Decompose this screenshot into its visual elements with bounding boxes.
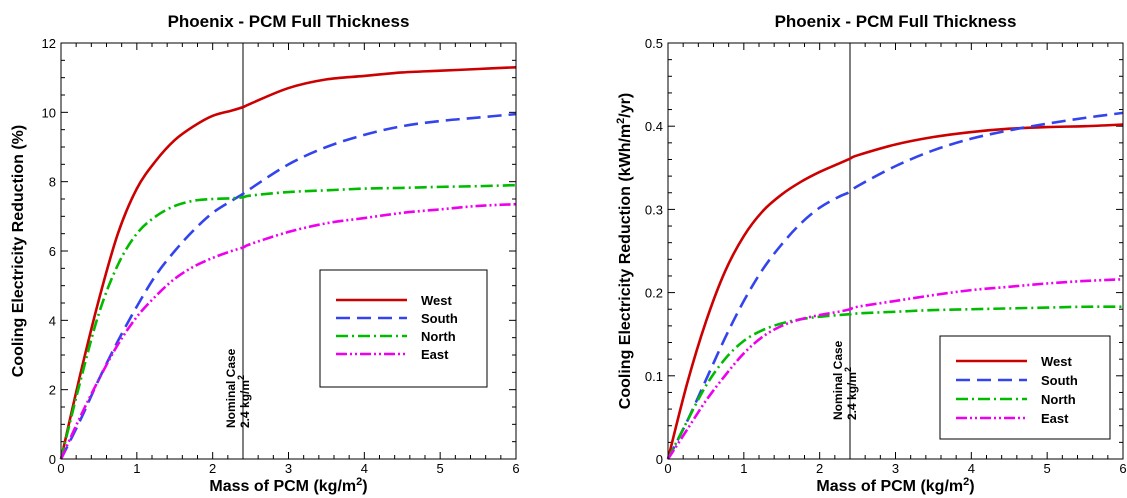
chart-2: Phoenix - PCM Full Thickness 0 1 2 3 4 5 6 0 0.1 0… [615, 12, 1127, 495]
y-axis-label: Cooling Electricity Reduction (%) [10, 125, 27, 377]
x-axis-label-tail: ) [969, 478, 974, 495]
x-tick-label: 5 [1044, 461, 1051, 476]
y-axis-label-sup: 2 [615, 118, 627, 124]
series-line-south [666, 111, 1124, 460]
series-line-east [59, 202, 517, 460]
legend-label-west: West [1041, 354, 1072, 369]
x-axis-label-sup: 2 [963, 476, 969, 488]
y-tick-label: 0.5 [645, 36, 663, 51]
x-tick-label: 5 [437, 461, 444, 476]
y-axis-label-tail: /yr) [617, 93, 634, 118]
x-axis-label-sup: 2 [356, 476, 362, 488]
x-tick-label: 0 [664, 461, 671, 476]
legend-label-east: East [421, 347, 449, 362]
x-tick-label: 1 [133, 461, 140, 476]
x-tick-label: 6 [1119, 461, 1126, 476]
nominal-case-label: Nominal Case [224, 348, 238, 428]
series-line-west [59, 65, 517, 460]
x-tick-label: 2 [816, 461, 823, 476]
y-axis-label-text: Cooling Electricity Reduction (%) [10, 125, 27, 377]
legend: West South North East [939, 335, 1111, 440]
legend-box [319, 269, 488, 388]
x-axis-label: Mass of PCM (kg/m2) [209, 476, 367, 495]
y-axis-label-text: Cooling Electricity Reduction (kWh/m [617, 124, 634, 409]
x-tick-label: 3 [892, 461, 899, 476]
y-tick-label: 2 [49, 383, 56, 398]
x-axis-label-tail: ) [362, 478, 367, 495]
x-axis-label-text: Mass of PCM (kg/m [209, 478, 356, 495]
x-tick-label: 1 [740, 461, 747, 476]
series-group [666, 111, 1124, 460]
series-group [59, 65, 517, 460]
legend-label-east: East [1041, 411, 1069, 426]
nominal-case-value: 2.4 kg/m2 [843, 367, 859, 420]
nominal-case-value-text: 2.4 kg/m [238, 380, 252, 428]
legend-label-south: South [421, 311, 458, 326]
nominal-case-label: Nominal Case [831, 340, 845, 420]
legend-label-south: South [1041, 373, 1078, 388]
y-tick-label: 0.2 [645, 286, 663, 301]
y-axis-label: Cooling Electricity Reduction (kWh/m2/yr… [615, 93, 634, 409]
chart-title: Phoenix - PCM Full Thickness [168, 12, 410, 31]
y-tick-label: 0.4 [645, 119, 663, 134]
y-tick-label: 0.3 [645, 202, 663, 217]
y-tick-label: 8 [49, 175, 56, 190]
x-tick-label: 4 [968, 461, 975, 476]
legend-box [939, 335, 1111, 440]
nominal-case-value-sup: 2 [236, 375, 246, 380]
legend-label-north: North [1041, 392, 1076, 407]
series-line-north [666, 305, 1124, 460]
series-line-south [59, 112, 517, 460]
series-line-east [666, 277, 1124, 460]
plot-frame [60, 42, 517, 460]
x-axis-label: Mass of PCM (kg/m2) [816, 476, 974, 495]
legend-label-north: North [421, 329, 456, 344]
nominal-case-value-sup: 2 [843, 367, 853, 372]
x-tick-label: 3 [285, 461, 292, 476]
legend-label-west: West [421, 293, 452, 308]
plot-frame [667, 42, 1124, 460]
nominal-case-value: 2.4 kg/m2 [236, 375, 252, 428]
y-tick-label: 0 [49, 452, 56, 467]
y-tick-label: 0.1 [645, 369, 663, 384]
y-tick-label: 12 [42, 36, 56, 51]
y-tick-label: 10 [42, 105, 56, 120]
chart-title: Phoenix - PCM Full Thickness [775, 12, 1017, 31]
nominal-case-value-text: 2.4 kg/m [845, 372, 859, 420]
x-tick-label: 6 [512, 461, 519, 476]
y-tick-label: 6 [49, 244, 56, 259]
y-tick-label: 0 [656, 452, 663, 467]
series-line-north [59, 183, 517, 460]
x-tick-label: 0 [57, 461, 64, 476]
series-line-west [666, 123, 1124, 460]
x-tick-label: 4 [361, 461, 368, 476]
x-tick-label: 2 [209, 461, 216, 476]
y-tick-label: 4 [49, 313, 56, 328]
x-axis-label-text: Mass of PCM (kg/m [816, 478, 963, 495]
legend: West South North East [319, 269, 488, 388]
